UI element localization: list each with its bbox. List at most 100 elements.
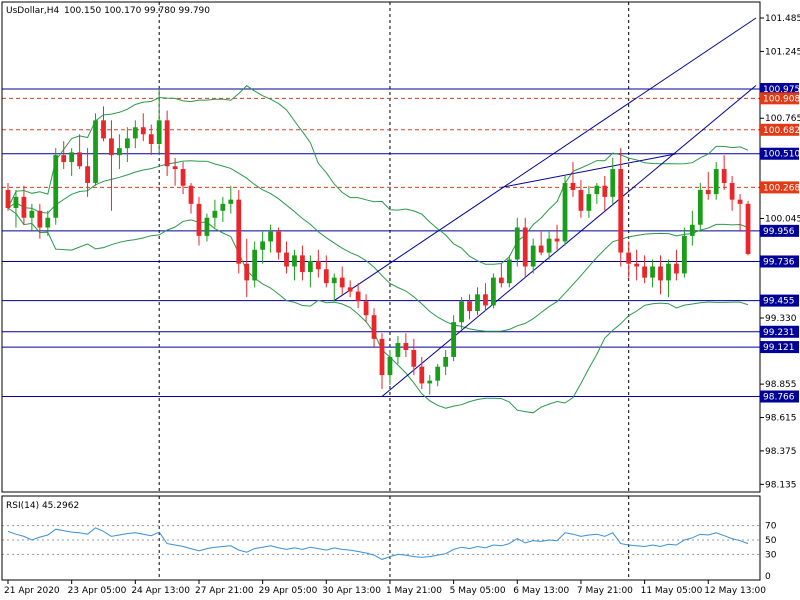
candle-body xyxy=(610,169,616,197)
candle xyxy=(37,203,43,239)
candle-body xyxy=(713,169,719,195)
candle xyxy=(562,176,568,246)
candle-body xyxy=(85,166,90,183)
candle-body xyxy=(538,245,544,253)
candle xyxy=(300,245,305,281)
candle xyxy=(69,148,75,177)
candle-body xyxy=(498,277,504,284)
candle xyxy=(658,255,663,295)
candle xyxy=(53,148,59,225)
candle-body xyxy=(578,189,584,211)
candle xyxy=(117,134,122,170)
price-tag-label: 100.510 xyxy=(763,150,800,160)
candle-body xyxy=(395,343,401,357)
candle xyxy=(443,350,449,376)
candle xyxy=(554,224,560,250)
candle xyxy=(498,263,504,288)
price-tag-label: 100.682 xyxy=(763,126,800,136)
candle xyxy=(419,356,425,389)
price-tag: 99.121 xyxy=(760,341,799,354)
candle-body xyxy=(117,148,122,156)
price-tag: 100.268 xyxy=(760,181,800,194)
rsi-axis-label: 50 xyxy=(765,536,777,546)
candle xyxy=(435,363,441,387)
candle-body xyxy=(674,263,679,274)
candle-body xyxy=(61,155,67,163)
candle xyxy=(260,231,266,264)
candle-body xyxy=(650,266,655,278)
candle-body xyxy=(244,263,250,281)
candle xyxy=(268,224,273,253)
price-tag-box xyxy=(760,255,799,268)
price-axis: 70 50 30 0 101.485 101.245 100.765 100.045 99.33… xyxy=(760,14,800,582)
time-tick-label: 27 Apr 21:00 xyxy=(195,586,254,596)
candle xyxy=(188,182,194,214)
candle-body xyxy=(403,343,409,351)
candle xyxy=(737,194,743,232)
candle xyxy=(315,249,321,278)
rsi-indicator xyxy=(2,525,760,560)
candle-body xyxy=(300,255,305,273)
candle xyxy=(220,196,226,222)
candle xyxy=(164,110,170,177)
price-tag-box xyxy=(760,181,799,194)
price-tag: 99.231 xyxy=(760,325,799,338)
candle xyxy=(626,241,632,278)
candle-body xyxy=(483,294,488,306)
candle xyxy=(379,333,385,389)
candle xyxy=(77,134,83,170)
price-tag-label: 99.121 xyxy=(763,343,795,353)
candle-body xyxy=(681,235,687,274)
candle xyxy=(674,249,679,281)
trend-line xyxy=(333,17,757,302)
price-tag-label: 99.455 xyxy=(763,297,795,307)
candle-body xyxy=(45,217,51,228)
price-tag-box xyxy=(760,294,799,307)
candle xyxy=(61,141,67,170)
symbol-label: UsDollar,H4 xyxy=(6,6,60,16)
candle-body xyxy=(467,301,472,312)
candle-body xyxy=(729,182,735,200)
candle xyxy=(451,315,457,362)
candle-body xyxy=(658,266,663,281)
candle xyxy=(491,273,496,309)
candle-body xyxy=(546,238,552,253)
time-tick-label: 29 Apr 05:00 xyxy=(259,586,318,596)
candle xyxy=(323,255,329,288)
time-axis: 21 Apr 2020 23 Apr 05:00 24 Apr 13:00 27 Ap… xyxy=(4,580,766,596)
candle xyxy=(101,106,106,142)
candle-body xyxy=(292,255,297,267)
price-tag-box xyxy=(760,325,799,338)
candle-body xyxy=(419,366,425,384)
candle xyxy=(514,217,520,267)
time-tick-label: 5 May 05:00 xyxy=(450,586,506,596)
candle-body xyxy=(140,127,146,135)
candle-body xyxy=(339,277,345,288)
candle xyxy=(140,113,146,142)
candle-body xyxy=(697,189,703,225)
candle xyxy=(546,231,552,260)
price-tag: 98.766 xyxy=(760,390,799,403)
candle xyxy=(387,350,393,385)
candle-body xyxy=(514,227,520,260)
candle xyxy=(610,157,616,204)
rsi-axis-label: 30 xyxy=(765,550,777,560)
candle xyxy=(244,238,250,298)
candle-body xyxy=(554,238,560,242)
rsi-panel-frame xyxy=(1,495,761,581)
candle xyxy=(467,294,472,320)
candle xyxy=(228,185,234,214)
price-tick-label: 99.330 xyxy=(765,314,797,324)
price-tick-label: 98.855 xyxy=(765,380,797,390)
candle xyxy=(363,294,369,323)
trend-line xyxy=(381,85,757,397)
bollinger-lower xyxy=(7,207,749,414)
price-tag: 99.956 xyxy=(760,224,799,237)
price-tag: 100.682 xyxy=(760,123,800,136)
candle-body xyxy=(562,182,568,242)
candle xyxy=(180,162,186,195)
candle-body xyxy=(666,263,671,281)
